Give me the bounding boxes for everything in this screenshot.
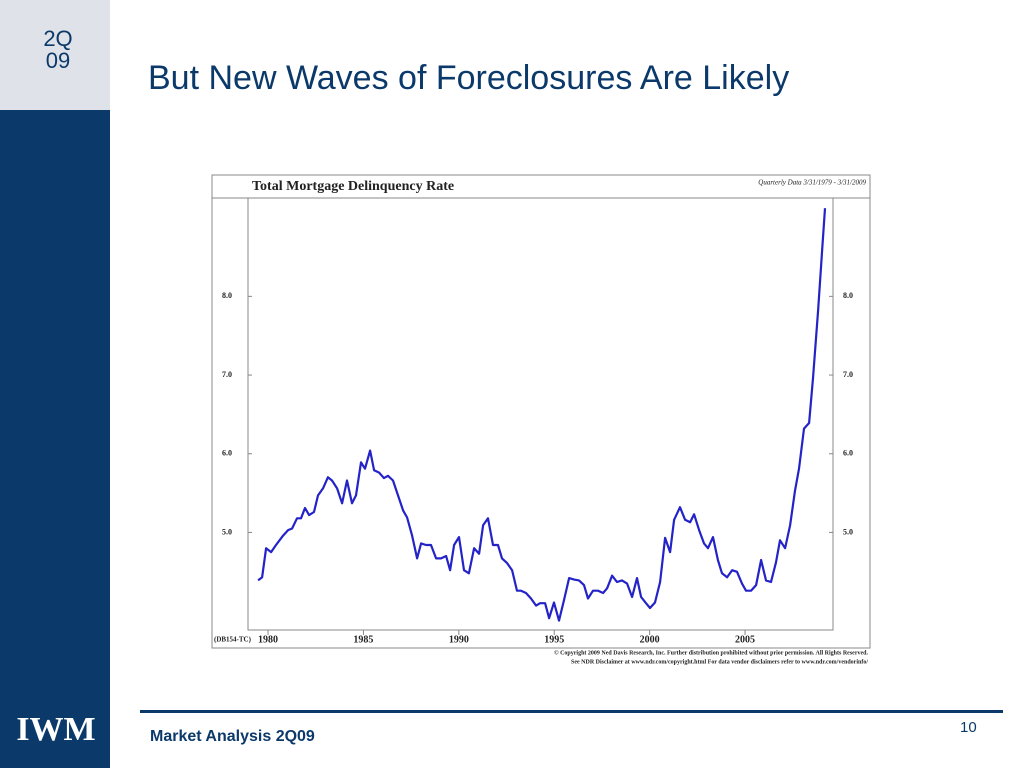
y2-tick-label: 8.0 xyxy=(843,291,853,300)
y-tick-label: 6.0 xyxy=(222,449,232,458)
page-number: 10 xyxy=(960,719,977,736)
tag-bottom: 09 xyxy=(46,48,70,73)
y2-tick-label: 5.0 xyxy=(843,527,853,536)
y-tick-label: 8.0 xyxy=(222,291,232,300)
x-tick-label: 1980 xyxy=(258,634,278,645)
x-tick-label: 1995 xyxy=(544,634,564,645)
x-tick-label: 1985 xyxy=(353,634,373,645)
plot-area xyxy=(247,197,834,631)
chart-code: (DB154-TC) xyxy=(214,636,252,644)
y-tick-label: 5.0 xyxy=(222,527,232,536)
slide-title: But New Waves of Foreclosures Are Likely xyxy=(148,59,789,97)
logo: IWM xyxy=(16,711,95,748)
chart-subtitle: Quarterly Data 3/31/1979 - 3/31/2009 xyxy=(758,179,866,187)
sidebar xyxy=(0,110,110,768)
disclaimer-note: See NDR Disclaimer at www.ndr.com/copyri… xyxy=(571,659,868,665)
tag-top: 2Q xyxy=(43,26,72,51)
y-tick-label: 7.0 xyxy=(222,370,232,379)
chart-title: Total Mortgage Delinquency Rate xyxy=(252,179,454,194)
footer-rule xyxy=(140,710,1003,713)
delinquency-line xyxy=(257,208,827,622)
x-tick-label: 1990 xyxy=(449,634,469,645)
x-tick-label: 2005 xyxy=(735,634,755,645)
x-tick-label: 2000 xyxy=(640,634,660,645)
y2-tick-label: 7.0 xyxy=(843,370,853,379)
y2-tick-label: 6.0 xyxy=(843,449,853,458)
copyright-note: © Copyright 2009 Ned Davis Research, Inc… xyxy=(554,649,868,656)
footer-text: Market Analysis 2Q09 xyxy=(150,728,315,745)
tag-box xyxy=(0,0,110,110)
